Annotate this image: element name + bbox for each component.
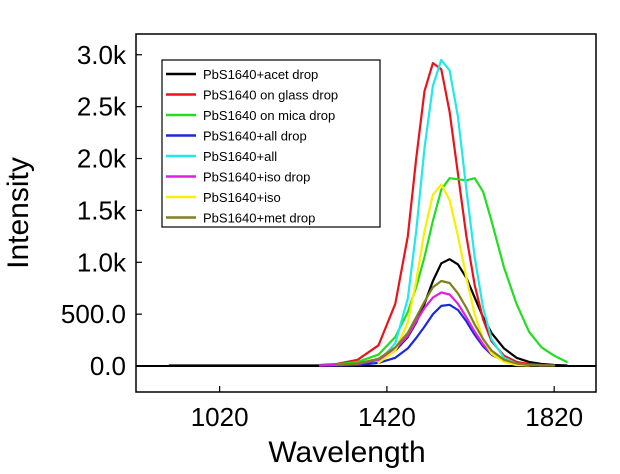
x-tick-label: 1820 bbox=[525, 402, 583, 432]
x-tick-label: 1420 bbox=[358, 402, 416, 432]
legend-label: PbS1640 on mica drop bbox=[203, 108, 335, 123]
series-line bbox=[377, 183, 531, 367]
legend-label: PbS1640 on glass drop bbox=[203, 88, 338, 103]
x-axis-ticks: 1020 1420 1820 bbox=[191, 386, 583, 432]
legend-label: PbS1640+met drop bbox=[203, 211, 315, 226]
x-axis-title: Wavelength bbox=[268, 436, 425, 469]
legend-box bbox=[161, 59, 381, 228]
plot-frame bbox=[135, 33, 597, 393]
series-line bbox=[377, 58, 543, 367]
series-line bbox=[318, 177, 568, 367]
series-line bbox=[335, 279, 556, 367]
legend-label: PbS1640+acet drop bbox=[203, 67, 318, 82]
legend-label: PbS1640+all bbox=[203, 149, 277, 164]
y-tick-label: 500.0 bbox=[61, 299, 126, 329]
y-tick-label: 2.0k bbox=[77, 144, 127, 174]
legend: PbS1640+acet drop PbS1640 on glass drop Pb… bbox=[161, 59, 381, 228]
series-layer bbox=[168, 58, 568, 367]
legend-label: PbS1640+iso bbox=[203, 190, 281, 205]
y-tick-label: 0.0 bbox=[90, 351, 126, 381]
y-tick-label: 2.5k bbox=[77, 92, 127, 122]
x-tick-label: 1020 bbox=[191, 402, 249, 432]
y-axis-ticks: 0.0 500.0 1.0k 1.5k 2.0k 2.5k 3.0k bbox=[61, 40, 142, 381]
y-tick-label: 3.0k bbox=[77, 40, 127, 70]
y-tick-label: 1.5k bbox=[77, 195, 127, 225]
series-line bbox=[318, 291, 543, 367]
legend-label: PbS1640+iso drop bbox=[203, 170, 310, 185]
y-axis-title: Intensity bbox=[2, 157, 35, 269]
series-line bbox=[318, 303, 556, 367]
legend-label: PbS1640+all drop bbox=[203, 129, 307, 144]
series-line bbox=[318, 62, 556, 367]
y-tick-label: 1.0k bbox=[77, 247, 127, 277]
